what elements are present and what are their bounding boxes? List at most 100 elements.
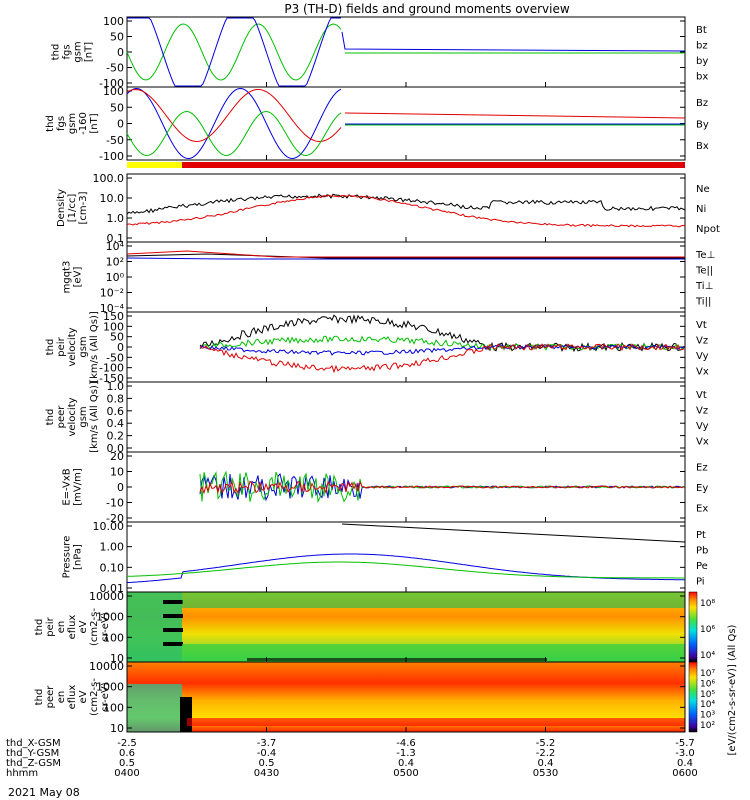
y-tick-label: 50 [110, 101, 124, 114]
x-tick-label: 0.5 [119, 758, 135, 769]
y-axis-label: [km/s (All Qs)] [89, 381, 100, 453]
y-tick-label: -20 [106, 512, 124, 525]
y-tick-label: 0.0 [107, 442, 125, 455]
y-axis-label: velocity [67, 327, 78, 366]
x-tick-label: 0.4 [538, 758, 554, 769]
legend-entry: Vy [696, 351, 709, 362]
y-axis-label: eflux [67, 685, 78, 710]
y-tick-label: 10 [110, 722, 124, 735]
panel-background [127, 174, 685, 242]
y-tick-label: -50 [106, 134, 124, 147]
legend-entry: Ex [696, 504, 708, 515]
legend-entry: Pt [696, 530, 706, 541]
legend-entry: Ti⊥ [695, 281, 713, 292]
heatmap-bottom-band [182, 644, 685, 662]
y-tick-label: 0 [117, 46, 124, 59]
y-axis-label: thd [45, 409, 56, 426]
y-tick-label: -100 [99, 77, 124, 90]
legend-entry: Pi [696, 576, 705, 587]
y-axis-label: [eV] [73, 267, 84, 288]
x-tick-label: 0.4 [677, 758, 693, 769]
legend-entry: Vy [696, 421, 709, 432]
heatmap-top-band [182, 592, 685, 608]
y-tick-label: 10.0 [100, 192, 125, 205]
trace-By [126, 110, 342, 157]
y-tick-label: 100.0 [93, 172, 125, 185]
y-axis-label: thd [34, 619, 45, 636]
y-tick-label: 10 [110, 652, 124, 665]
y-tick-label: 10⁻⁴ [100, 302, 125, 315]
y-tick-label: 10⁻² [100, 287, 124, 300]
heatmap-gap [247, 658, 547, 661]
y-axis-label: fgs [56, 116, 67, 131]
y-tick-label: 1.0 [107, 212, 125, 225]
y-tick-label: -50 [106, 351, 124, 364]
trace-Ez [199, 479, 685, 495]
x-axis-row-label: thd_Z-GSM [6, 758, 61, 769]
legend-entry: bx [696, 71, 708, 82]
legend-entry: Vz [696, 335, 708, 346]
y-axis-label: -160 [78, 112, 89, 135]
y-tick-label: 100 [103, 85, 124, 98]
y-axis-label: velocity [67, 397, 78, 436]
x-tick-label: -1.3 [396, 748, 416, 759]
colorbar-tick-label: 10³ [700, 711, 715, 721]
trace-Pe [126, 561, 685, 579]
y-axis-label: (cm2-s- [89, 608, 100, 646]
legend-entry: Ni [696, 204, 706, 215]
y-axis-label: Density [56, 189, 67, 227]
legend-entry: by [696, 56, 708, 67]
y-tick-label: 100 [103, 320, 124, 333]
x-tick-label: 0.4 [398, 758, 414, 769]
y-axis-label: Pressure [62, 536, 73, 579]
legend-entry: Npot [696, 224, 720, 235]
chart-title: P3 (TH-D) fields and ground moments over… [284, 2, 569, 16]
y-tick-label: 0.6 [107, 405, 125, 418]
x-tick-label: -3.7 [257, 738, 277, 749]
y-axis-label: thd [34, 689, 45, 706]
y-tick-label: 100 [103, 701, 124, 714]
y-tick-label: 0 [117, 481, 124, 494]
legend-entry: Ti|| [695, 296, 711, 307]
x-tick-label: -0.4 [257, 748, 277, 759]
y-tick-label: 10.00 [93, 520, 125, 533]
y-axis-label: peir [45, 616, 56, 636]
heatmap-gap [163, 614, 183, 618]
legend-entry: Te⊥ [695, 250, 715, 261]
y-axis-label: [cm-3] [78, 191, 89, 224]
y-axis-label: eV [78, 620, 89, 633]
y-axis-label: gsm [73, 41, 84, 62]
x-tick-label: -5.7 [675, 738, 695, 749]
legend-entry: Vt [696, 390, 707, 401]
trace-by [126, 23, 342, 81]
y-tick-label: 100 [103, 631, 124, 644]
y-tick-label: 100 [103, 15, 124, 28]
x-tick-label: -5.2 [536, 738, 556, 749]
legend-entry: Te|| [695, 265, 713, 276]
colorbar-tick-label: 10⁶ [700, 625, 715, 635]
x-tick-label: 0530 [533, 768, 558, 779]
y-tick-label: 1000 [96, 611, 124, 624]
panel-peir-eflux: 10000 1000 100 10 thd peir en eflux eV (cm2-s-sr-… [34, 590, 686, 665]
y-axis-label: en [56, 621, 67, 634]
colorbar [688, 591, 698, 663]
y-axis-label: eV [78, 690, 89, 703]
x-tick-label: 0500 [393, 768, 418, 779]
date-label: 2021 May 08 [8, 786, 80, 799]
panel-pressure: 10.00 1.00 0.10 0.01 Pressure [nPa] Pt Pb Pe Pi [62, 520, 709, 595]
trace-Pt [341, 523, 686, 543]
colorbar-tick-label: 10⁴ [700, 651, 715, 661]
legend-entry: Vx [696, 366, 709, 377]
trace-Te-perp [126, 250, 685, 258]
trace-bx [127, 17, 341, 87]
x-tick-label: -2.2 [536, 748, 556, 759]
legend-entry: Bx [696, 141, 709, 152]
mode-bar-segment [127, 162, 182, 168]
y-axis-label: [nT] [89, 113, 100, 133]
y-tick-label: 0 [117, 118, 124, 131]
y-axis-label: thd [45, 339, 56, 356]
legend-entry: bz [696, 40, 708, 51]
trace-Vy [199, 335, 685, 351]
legend-entry: Bz [696, 98, 708, 109]
